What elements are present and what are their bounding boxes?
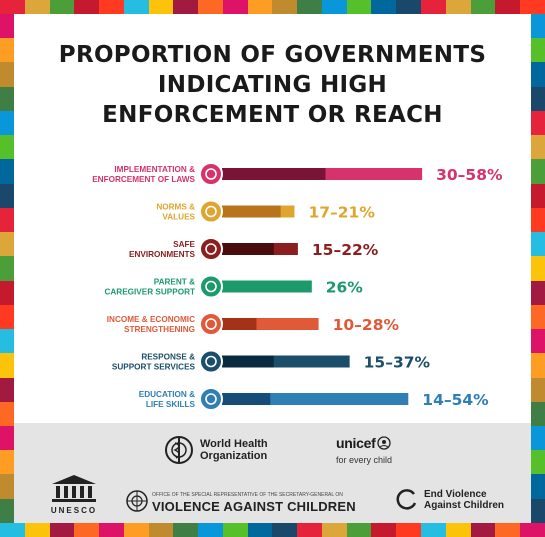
category-icon-0	[199, 162, 223, 186]
category-label-3-line-0: PARENT &	[154, 278, 195, 287]
category-label-1-line-1: VALUES	[162, 213, 195, 222]
unicef-globe-icon	[377, 436, 392, 450]
unesco-logo: UNESCO	[50, 473, 98, 517]
end-violence-circle-icon	[396, 489, 417, 510]
sdg-color-border-top	[0, 0, 545, 14]
value-label-2: 15–22%	[312, 241, 379, 259]
category-icon-5	[199, 349, 223, 374]
sdg-color-border-right	[531, 14, 545, 523]
vac-office-line: OFFICE OF THE SPECIAL REPRESENTATIVE OF …	[152, 492, 343, 498]
category-label-5-line-0: RESPONSE &	[141, 353, 195, 362]
category-icon-4	[199, 312, 223, 336]
value-label-6: 14–54%	[422, 391, 489, 409]
bar-low-3	[222, 280, 312, 293]
who-name-line-2: Organization	[200, 450, 268, 462]
bar-low-4	[222, 318, 257, 330]
category-icon-glyph-5	[205, 355, 217, 368]
category-icon-1	[199, 199, 223, 224]
category-label-4-line-0: INCOME & ECONOMIC	[107, 315, 195, 324]
vac-name: VIOLENCE AGAINST CHILDREN	[152, 499, 356, 514]
unicef-logo: unicef for every child	[336, 435, 392, 465]
value-label-5: 15–37%	[364, 354, 431, 372]
partner-logos-footer: World Health Organization unicef for eve…	[14, 423, 531, 523]
bar-low-2	[222, 243, 274, 255]
who-logo: World Health Organization	[164, 435, 268, 465]
value-label-3: 26%	[326, 279, 364, 297]
category-icon-3	[199, 274, 223, 299]
category-icon-glyph-0	[205, 168, 217, 180]
category-icon-glyph-6	[205, 393, 217, 405]
category-icon-glyph-2	[205, 243, 217, 255]
chart-title-line-2: INDICATING HIGH	[157, 72, 388, 98]
sdg-color-border-bottom	[0, 523, 545, 537]
category-label-6-line-0: EDUCATION &	[139, 390, 195, 399]
content-panel: PROPORTION OF GOVERNMENTS INDICATING HIG…	[14, 14, 531, 523]
vac-logo: OFFICE OF THE SPECIAL REPRESENTATIVE OF …	[126, 489, 392, 513]
who-emblem-icon	[165, 436, 193, 464]
unesco-temple-icon	[52, 475, 96, 502]
value-label-1: 17–21%	[308, 204, 375, 222]
category-label-2-line-0: SAFE	[173, 240, 195, 249]
value-label-0: 30–58%	[436, 166, 503, 184]
category-icon-6	[199, 387, 223, 411]
bar-low-1	[222, 205, 281, 218]
bar-low-5	[222, 355, 274, 368]
bar-low-0	[222, 168, 326, 180]
chart-title-line-1: PROPORTION OF GOVERNMENTS	[58, 42, 487, 68]
category-icon-glyph-4	[205, 318, 217, 330]
category-label-6-line-1: LIFE SKILLS	[146, 400, 196, 409]
category-label-5-line-1: SUPPORT SERVICES	[112, 363, 196, 372]
chart-title-line-3: ENFORCEMENT OR REACH	[102, 102, 443, 128]
unicef-tagline: for every child	[336, 455, 393, 465]
category-label-1-line-0: NORMS &	[156, 203, 195, 212]
who-name-line-1: World Health	[200, 438, 268, 450]
unesco-name: UNESCO	[50, 506, 98, 515]
category-icon-glyph-3	[205, 280, 217, 293]
category-icon-glyph-1	[205, 205, 217, 218]
category-label-0-line-0: IMPLEMENTATION &	[114, 165, 195, 174]
end-violence-line-2: Against Children	[424, 500, 505, 511]
sdg-color-border-left	[0, 14, 14, 523]
bar-low-6	[222, 393, 271, 405]
category-icon-2	[199, 237, 223, 261]
bar-chart: IMPLEMENTATION &ENFORCEMENT OF LAWS 30–58…	[92, 162, 503, 411]
category-label-3-line-1: CAREGIVER SUPPORT	[104, 288, 195, 297]
end-violence-logo: End Violence Against Children	[396, 489, 504, 511]
unicef-name: unicef	[336, 435, 376, 451]
value-label-4: 10–28%	[333, 316, 400, 334]
un-emblem-icon	[126, 490, 148, 512]
category-label-2-line-1: ENVIRONMENTS	[129, 250, 195, 259]
category-label-0-line-1: ENFORCEMENT OF LAWS	[92, 175, 195, 184]
category-label-4-line-1: STRENGTHENING	[124, 325, 195, 334]
chart-title: PROPORTION OF GOVERNMENTS INDICATING HIG…	[14, 40, 531, 130]
end-violence-line-1: End Violence	[424, 489, 487, 500]
